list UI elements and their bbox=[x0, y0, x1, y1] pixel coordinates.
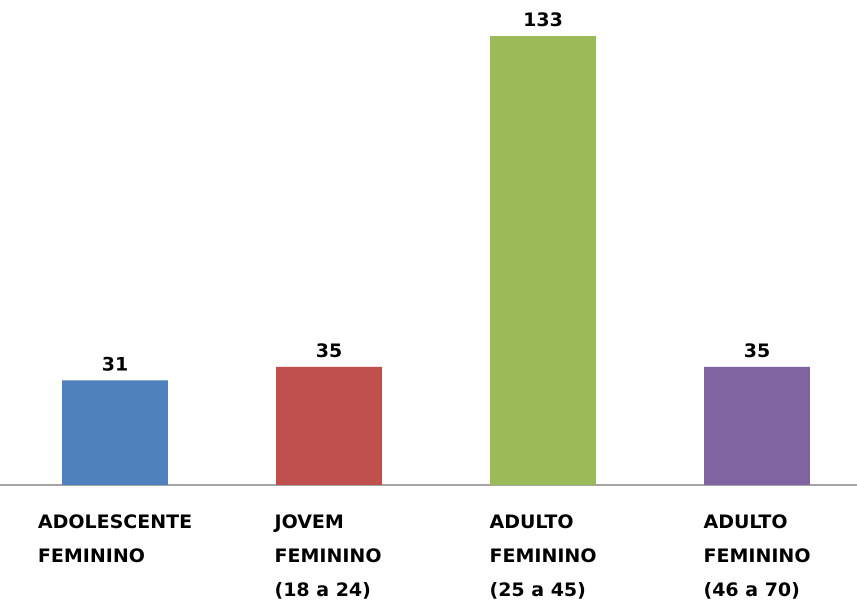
bar bbox=[276, 366, 382, 485]
bar bbox=[704, 366, 810, 485]
value-label: 31 bbox=[102, 353, 128, 375]
x-tick-label-line: FEMININO bbox=[275, 545, 382, 567]
x-tick-label-line: (25 a 45) bbox=[490, 579, 586, 601]
bar bbox=[62, 380, 168, 485]
x-tick-label-line: FEMININO bbox=[490, 545, 597, 567]
x-tick-label-line: (46 a 70) bbox=[704, 579, 800, 601]
value-label: 133 bbox=[523, 9, 563, 31]
x-tick-label: JOVEM FEMININO (18 a 24) bbox=[273, 511, 382, 601]
x-tick-label-line: FEMININO bbox=[704, 545, 811, 567]
x-tick-label-line: ADULTO bbox=[704, 511, 788, 533]
x-tick-label: ADOLESCENTE FEMININO bbox=[38, 511, 192, 567]
value-label: 35 bbox=[744, 340, 770, 362]
x-tick-label-line: (18 a 24) bbox=[275, 579, 371, 601]
x-tick-label: ADULTO FEMININO (46 a 70) bbox=[704, 511, 811, 601]
x-tick-label-line: ADOLESCENTE bbox=[38, 511, 192, 533]
x-tick-label-line: ADULTO bbox=[490, 511, 574, 533]
value-label: 35 bbox=[316, 340, 342, 362]
x-tick-label-line: JOVEM bbox=[273, 511, 344, 533]
x-tick-label: ADULTO FEMININO (25 a 45) bbox=[490, 511, 597, 601]
x-tick-label-line: FEMININO bbox=[38, 545, 145, 567]
bar bbox=[490, 36, 596, 485]
